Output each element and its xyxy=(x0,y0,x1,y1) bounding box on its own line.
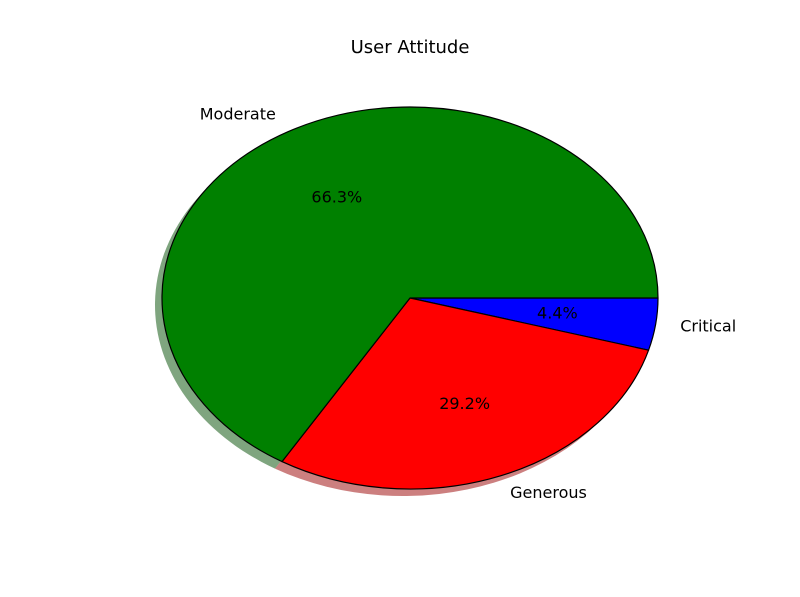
pie-slices xyxy=(161,106,659,490)
slice-label-moderate: Moderate xyxy=(200,105,276,124)
pie-labels: Critical 4.4% Generous 29.2% Moderate 66.3% xyxy=(200,105,736,502)
slice-generous xyxy=(281,297,650,490)
slice-label-generous: Generous xyxy=(510,483,587,502)
slice-label-critical: Critical xyxy=(680,316,736,335)
slice-percent-critical: 4.4% xyxy=(537,303,578,322)
slice-percent-moderate: 66.3% xyxy=(311,188,362,207)
slice-percent-generous: 29.2% xyxy=(439,394,490,413)
chart-title: User Attitude xyxy=(351,37,470,58)
slice-moderate xyxy=(161,106,659,463)
